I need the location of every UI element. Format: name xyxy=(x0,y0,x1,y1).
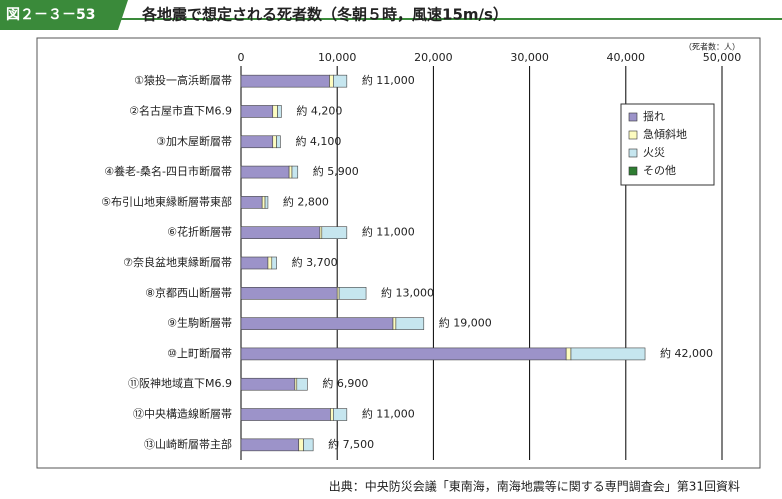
bar-segment xyxy=(240,135,274,149)
total-label: 約 42,000 xyxy=(660,346,713,360)
bar-segment xyxy=(321,226,348,239)
y-tick-label: ⑧京都西山断層帯 xyxy=(145,285,232,299)
bar-segment xyxy=(264,196,269,209)
bar-segment xyxy=(240,105,274,118)
total-label: 約 7,500 xyxy=(328,437,374,451)
legend-label: 急傾斜地 xyxy=(643,127,687,141)
bar-segment xyxy=(298,438,304,452)
bar-segment xyxy=(240,408,331,421)
x-tick-label: 20,000 xyxy=(414,51,453,64)
bar-segment xyxy=(333,74,348,88)
bar-segment xyxy=(395,317,425,330)
y-tick-label: ④養老-桑名-四日市断層帯 xyxy=(104,164,232,178)
legend-swatch xyxy=(628,148,638,158)
y-tick-label: ⑬山崎断層帯主部 xyxy=(144,437,232,451)
bar-segment xyxy=(272,135,277,149)
figure-tab xyxy=(0,0,128,30)
bar-segment xyxy=(329,74,334,88)
x-tick-label: 30,000 xyxy=(510,51,549,64)
source: 出典：中央防災会議「東南海，南海地震等に関する専門調査会」第31回資料 xyxy=(329,479,740,494)
legend-label: 揺れ xyxy=(643,110,665,123)
total-label: 約 13,000 xyxy=(381,285,434,299)
bar-segment xyxy=(330,408,334,421)
bar-segment xyxy=(240,377,296,391)
y-tick-label: ⑩上町断層帯 xyxy=(167,346,232,360)
bar-segment xyxy=(240,347,567,361)
y-tick-label: ⑦奈良盆地東縁断層帯 xyxy=(123,255,232,269)
legend-label: その他 xyxy=(643,164,676,177)
bar-segment xyxy=(272,105,278,118)
total-label: 約 2,800 xyxy=(283,194,329,208)
y-tick-label: ②名古屋市直下M6.9 xyxy=(129,103,232,117)
total-label: 約 11,000 xyxy=(362,73,415,87)
total-label: 約 4,100 xyxy=(295,134,341,148)
total-label: 約 6,900 xyxy=(322,376,368,390)
bar-segment xyxy=(240,287,338,300)
bar-segment xyxy=(240,196,263,209)
bar-segment xyxy=(277,105,282,118)
chart-frame xyxy=(36,37,761,469)
x-tick-label: 10,000 xyxy=(318,51,357,64)
x-tick-label: 50,000 xyxy=(703,51,742,64)
bar-segment xyxy=(267,256,273,270)
bar-segment xyxy=(338,287,367,300)
figure-label: 図２－３－53 xyxy=(6,7,95,23)
bar-segment xyxy=(271,256,277,270)
total-label: 約 5,900 xyxy=(313,164,359,178)
y-tick-label: ⑤布引山地東縁断層帯東部 xyxy=(101,194,232,208)
bar-segment xyxy=(240,226,321,239)
bar-segment xyxy=(296,377,308,391)
bar-segment xyxy=(240,438,300,452)
x-tick-label: 0 xyxy=(238,51,245,64)
legend-swatch xyxy=(628,130,638,140)
bar-segment xyxy=(570,347,646,361)
y-tick-label: ⑪阪神地域直下M6.9 xyxy=(128,376,232,390)
bar-segment xyxy=(565,347,572,361)
chart-title: 各地震で想定される死者数（冬朝５時，風速15m/s） xyxy=(141,6,508,24)
y-tick-label: ③加木屋断層帯 xyxy=(156,134,232,148)
bar-segment xyxy=(261,196,266,209)
total-label: 約 3,700 xyxy=(292,255,338,269)
total-label: 約 11,000 xyxy=(362,225,415,239)
legend-swatch xyxy=(628,112,638,122)
y-tick-label: ⑥花折断層帯 xyxy=(167,225,232,239)
total-label: 約 11,000 xyxy=(362,407,415,421)
y-tick-label: ⑨生駒断層帯 xyxy=(167,316,232,330)
bar-segment xyxy=(291,165,299,179)
bar-segment xyxy=(333,408,348,421)
x-tick-label: 40,000 xyxy=(607,51,646,64)
bar-segment xyxy=(276,135,281,149)
total-label: 約 19,000 xyxy=(439,316,492,330)
bar-segment xyxy=(303,438,314,452)
header-rule xyxy=(0,18,782,20)
bar-segment xyxy=(240,256,269,270)
legend-label: 火災 xyxy=(643,146,665,159)
bar-segment xyxy=(240,317,394,330)
y-tick-label: ⑫中央構造線断層帯 xyxy=(133,407,232,421)
bar-segment xyxy=(240,165,290,179)
legend-swatch xyxy=(628,166,638,176)
unit-note: （死者数：人） xyxy=(684,42,740,52)
y-tick-label: ①猿投一高浜断層帯 xyxy=(134,73,232,87)
total-label: 約 4,200 xyxy=(296,103,342,117)
bar-segment xyxy=(288,165,293,179)
bar-segment xyxy=(240,74,330,88)
bar-segment xyxy=(392,317,397,330)
